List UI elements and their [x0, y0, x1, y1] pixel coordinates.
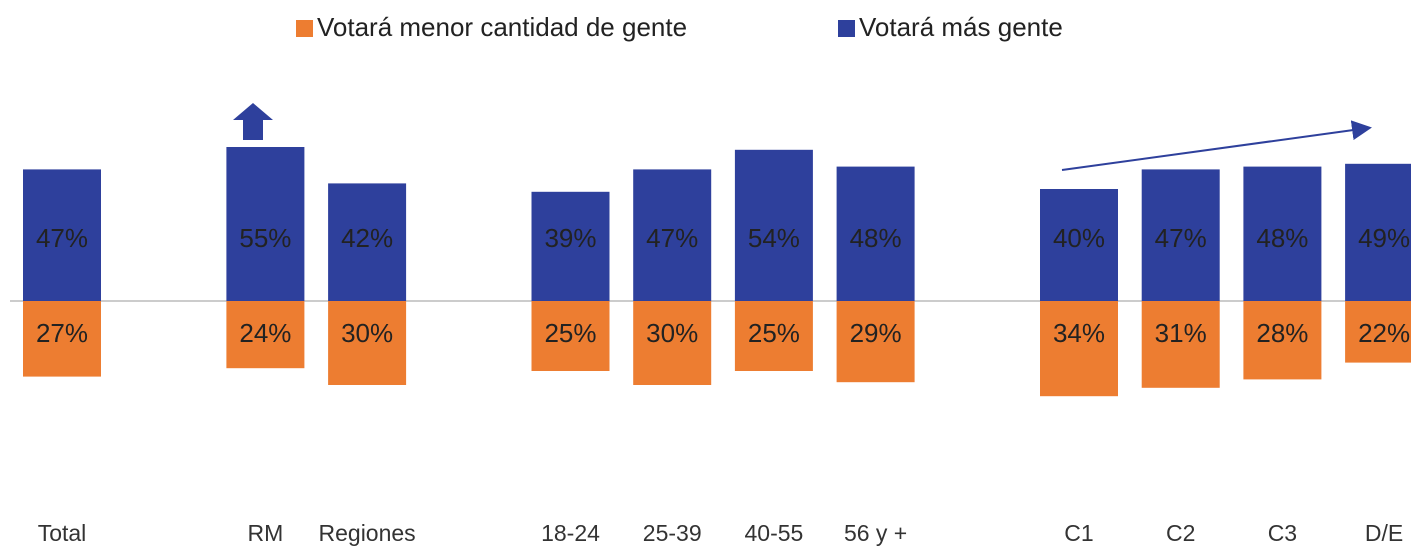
data-label: 27%: [36, 318, 88, 348]
bar: [1141, 169, 1220, 301]
bar: [1345, 163, 1411, 301]
bar: [23, 169, 101, 301]
data-label: 28%: [1256, 318, 1308, 348]
bar: [1040, 189, 1118, 301]
x-tick-label: 18-24: [541, 520, 600, 546]
x-tick-label: D/E: [1365, 520, 1403, 546]
data-label: 47%: [1155, 223, 1207, 253]
data-label: 42%: [341, 223, 393, 253]
bar: [836, 301, 915, 383]
up-arrow-icon: [233, 103, 273, 140]
data-label: 48%: [1256, 223, 1308, 253]
bar: [633, 169, 712, 301]
bar: [23, 301, 101, 377]
x-tick-label: C3: [1268, 520, 1297, 546]
bar: [226, 301, 305, 369]
x-tick-label: Regiones: [319, 520, 416, 546]
data-label: 30%: [341, 318, 393, 348]
x-tick-label: C1: [1064, 520, 1093, 546]
bar: [531, 301, 610, 371]
bar: [1243, 301, 1322, 380]
x-tick-label: C2: [1166, 520, 1195, 546]
data-label: 47%: [646, 223, 698, 253]
data-label: 29%: [850, 318, 902, 348]
bar: [734, 149, 813, 301]
bar: [328, 183, 407, 301]
bar: [328, 301, 407, 385]
data-label: 25%: [544, 318, 596, 348]
legend-swatch: [296, 20, 313, 37]
data-label: 24%: [239, 318, 291, 348]
data-label: 30%: [646, 318, 698, 348]
data-label: 34%: [1053, 318, 1105, 348]
bar: [1040, 301, 1118, 397]
bar: [1141, 301, 1220, 388]
legend-swatch: [838, 20, 855, 37]
bar: [226, 147, 305, 301]
x-tick-label: RM: [248, 520, 284, 546]
x-tick-label: 25-39: [643, 520, 702, 546]
bar: [734, 301, 813, 371]
bar: [531, 191, 610, 301]
x-tick-label: Total: [38, 520, 87, 546]
legend-label: Votará menor cantidad de gente: [317, 12, 687, 42]
data-label: 22%: [1358, 318, 1410, 348]
bar: [836, 166, 915, 301]
data-label: 55%: [239, 223, 291, 253]
legend-label: Votará más gente: [859, 12, 1063, 42]
x-tick-label: 40-55: [744, 520, 803, 546]
data-label: 31%: [1155, 318, 1207, 348]
x-tick-label: 56 y +: [844, 520, 907, 546]
bar: [633, 301, 712, 385]
data-label: 48%: [850, 223, 902, 253]
trend-arrow: [1061, 120, 1372, 171]
data-label: 40%: [1053, 223, 1105, 253]
data-label: 54%: [748, 223, 800, 253]
data-label: 39%: [544, 223, 596, 253]
data-label: 49%: [1358, 223, 1410, 253]
data-label: 25%: [748, 318, 800, 348]
bar: [1243, 166, 1322, 301]
data-label: 47%: [36, 223, 88, 253]
bar: [1345, 301, 1411, 363]
